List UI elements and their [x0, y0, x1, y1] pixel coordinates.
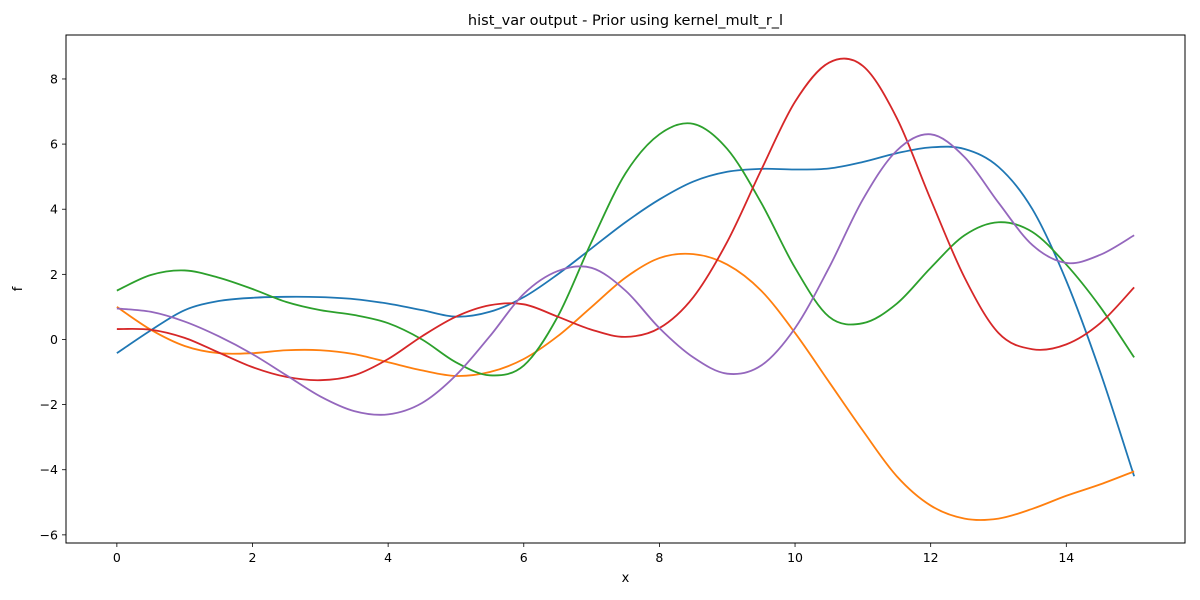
tick-layer: 0 2 4 6 8 10 12 14 −6 −4 −2 0 2 4 6 8: [40, 71, 1075, 565]
x-tick-label: 8: [655, 550, 663, 565]
series-layer: [116, 57, 1135, 521]
x-tick-label: 6: [520, 550, 528, 565]
y-tick-label: −2: [40, 397, 58, 412]
x-axis-label: x: [622, 571, 630, 586]
y-axis-label: f: [11, 286, 26, 291]
series-line-5: [116, 133, 1135, 416]
plot-frame: [65, 34, 1186, 544]
series-line-1: [116, 145, 1135, 477]
series-line-3: [116, 122, 1135, 377]
y-tick-label: 0: [50, 332, 58, 347]
y-tick-label: 6: [50, 137, 58, 152]
y-tick-label: −4: [40, 462, 58, 477]
chart-title: hist_var output - Prior using kernel_mul…: [468, 13, 783, 29]
y-tick-label: 2: [50, 267, 58, 282]
x-tick-label: 12: [923, 550, 939, 565]
x-tick-label: 4: [384, 550, 392, 565]
x-tick-label: 0: [113, 550, 121, 565]
x-tick-label: 2: [249, 550, 257, 565]
y-tick-label: −6: [40, 527, 58, 542]
y-tick-label: 4: [50, 202, 58, 217]
y-tick-label: 8: [50, 71, 58, 86]
x-tick-label: 10: [787, 550, 803, 565]
series-line-2: [116, 252, 1135, 521]
x-tick-label: 14: [1058, 550, 1074, 565]
